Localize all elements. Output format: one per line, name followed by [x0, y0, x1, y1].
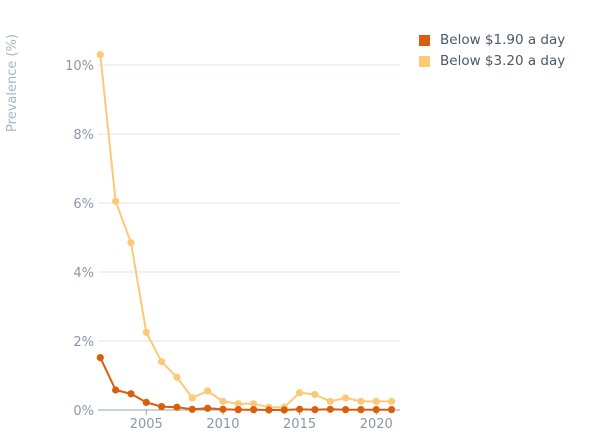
- data-point-below-1-90-a-day[interactable]: [341, 406, 350, 414]
- x-tick-label: 2005: [130, 417, 163, 432]
- y-axis-label: Prevalence (%): [5, 34, 20, 132]
- data-point-below-1-90-a-day[interactable]: [173, 403, 181, 411]
- legend: Below $1.90 a day Below $3.20 a day: [419, 30, 565, 72]
- y-tick-label: 2%: [73, 335, 94, 350]
- data-point-below-1-90-a-day[interactable]: [127, 390, 135, 398]
- data-point-below-1-90-a-day[interactable]: [326, 405, 334, 413]
- y-tick-label: 4%: [73, 266, 94, 281]
- gridlines: [98, 64, 400, 342]
- data-point-below-3-20-a-day[interactable]: [311, 390, 319, 399]
- data-point-below-3-20-a-day[interactable]: [142, 328, 150, 336]
- data-point-below-3-20-a-day[interactable]: [234, 400, 242, 408]
- data-point-below-3-20-a-day[interactable]: [326, 397, 334, 405]
- y-tick-label: 10%: [65, 59, 94, 74]
- data-point-below-1-90-a-day[interactable]: [112, 386, 120, 394]
- legend-item-below-3-20[interactable]: Below $3.20 a day: [419, 51, 565, 71]
- data-point-below-1-90-a-day[interactable]: [372, 406, 380, 414]
- data-point-below-1-90-a-day[interactable]: [295, 405, 304, 413]
- x-tick-label: 2015: [283, 417, 316, 432]
- y-tick-label: 8%: [73, 128, 94, 143]
- data-point-below-1-90-a-day[interactable]: [311, 406, 319, 414]
- x-tick-label: 2020: [360, 417, 393, 432]
- data-point-below-1-90-a-day[interactable]: [249, 406, 258, 414]
- data-point-below-3-20-a-day[interactable]: [204, 387, 212, 395]
- data-point-below-1-90-a-day[interactable]: [265, 406, 273, 414]
- legend-label: Below $1.90 a day: [440, 32, 566, 48]
- legend-swatch: [419, 34, 430, 46]
- data-point-below-3-20-a-day[interactable]: [295, 389, 304, 397]
- data-point-below-3-20-a-day[interactable]: [158, 358, 166, 366]
- data-point-below-3-20-a-day[interactable]: [188, 394, 196, 402]
- data-point-below-1-90-a-day[interactable]: [142, 398, 150, 407]
- data-point-below-3-20-a-day[interactable]: [357, 397, 365, 405]
- data-point-below-3-20-a-day[interactable]: [372, 397, 380, 405]
- data-point-below-3-20-a-day[interactable]: [341, 394, 350, 402]
- y-axis-ticks: 0% 2% 4% 6% 8% 10%: [65, 59, 94, 419]
- series-line-below-3-20-a-day: [99, 54, 392, 409]
- y-tick-label: 6%: [73, 197, 94, 212]
- data-point-below-1-90-a-day[interactable]: [204, 404, 212, 412]
- data-point-below-3-20-a-day[interactable]: [219, 397, 227, 405]
- data-point-below-3-20-a-day[interactable]: [173, 373, 181, 381]
- x-tick-label: 2010: [206, 417, 239, 432]
- data-point-below-1-90-a-day[interactable]: [234, 406, 242, 414]
- data-point-below-3-20-a-day[interactable]: [112, 197, 120, 205]
- data-point-below-3-20-a-day[interactable]: [249, 400, 258, 408]
- data-point-below-1-90-a-day[interactable]: [280, 406, 288, 414]
- data-point-below-1-90-a-day[interactable]: [188, 405, 196, 413]
- legend-item-below-1-90[interactable]: Below $1.90 a day: [419, 30, 565, 50]
- legend-label: Below $3.20 a day: [440, 53, 566, 69]
- data-point-below-1-90-a-day[interactable]: [96, 353, 104, 362]
- data-point-below-1-90-a-day[interactable]: [158, 402, 166, 411]
- data-point-below-3-20-a-day[interactable]: [127, 239, 135, 247]
- data-point-below-1-90-a-day[interactable]: [219, 405, 227, 413]
- data-point-below-3-20-a-day[interactable]: [96, 51, 104, 59]
- data-point-below-1-90-a-day[interactable]: [357, 406, 365, 414]
- data-point-below-3-20-a-day[interactable]: [387, 397, 396, 405]
- x-axis: 2005 2010 2015 2020: [98, 409, 400, 432]
- y-tick-label: 0%: [73, 404, 94, 419]
- legend-swatch: [419, 55, 430, 67]
- data-point-below-1-90-a-day[interactable]: [387, 406, 396, 414]
- series-layer: [96, 51, 396, 414]
